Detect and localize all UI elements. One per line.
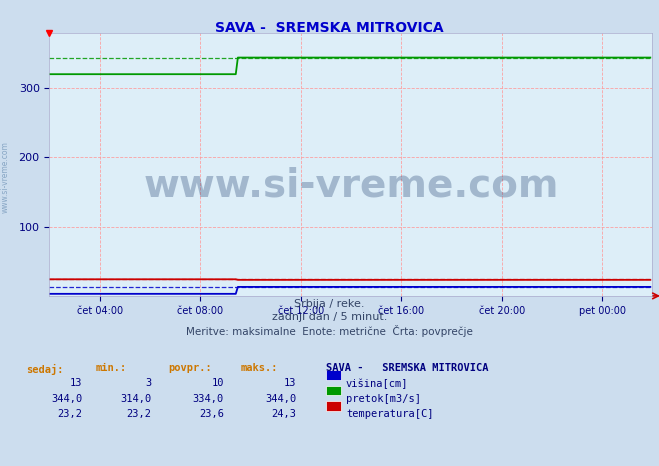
Text: 24,3: 24,3 (272, 409, 297, 419)
Text: temperatura[C]: temperatura[C] (346, 409, 434, 419)
Text: 23,6: 23,6 (199, 409, 224, 419)
Text: Meritve: maksimalne  Enote: metrične  Črta: povprečje: Meritve: maksimalne Enote: metrične Črta… (186, 325, 473, 337)
Text: 13: 13 (70, 378, 82, 388)
Text: 3: 3 (146, 378, 152, 388)
Text: sedaj:: sedaj: (26, 363, 64, 375)
Text: Srbija / reke.: Srbija / reke. (295, 299, 364, 309)
Text: pretok[m3/s]: pretok[m3/s] (346, 394, 421, 404)
Text: zadnji dan / 5 minut.: zadnji dan / 5 minut. (272, 312, 387, 322)
Text: 344,0: 344,0 (51, 394, 82, 404)
Text: 314,0: 314,0 (121, 394, 152, 404)
Text: 344,0: 344,0 (266, 394, 297, 404)
Text: www.si-vreme.com: www.si-vreme.com (143, 166, 559, 204)
Text: višina[cm]: višina[cm] (346, 378, 409, 389)
Text: 23,2: 23,2 (57, 409, 82, 419)
Text: 10: 10 (212, 378, 224, 388)
Text: 334,0: 334,0 (193, 394, 224, 404)
Text: www.si-vreme.com: www.si-vreme.com (1, 141, 10, 213)
Text: maks.:: maks.: (241, 363, 278, 373)
Text: 13: 13 (284, 378, 297, 388)
Text: povpr.:: povpr.: (168, 363, 212, 373)
Text: min.:: min.: (96, 363, 127, 373)
Text: SAVA -  SREMSKA MITROVICA: SAVA - SREMSKA MITROVICA (215, 21, 444, 35)
Text: 23,2: 23,2 (127, 409, 152, 419)
Text: SAVA -   SREMSKA MITROVICA: SAVA - SREMSKA MITROVICA (326, 363, 489, 373)
